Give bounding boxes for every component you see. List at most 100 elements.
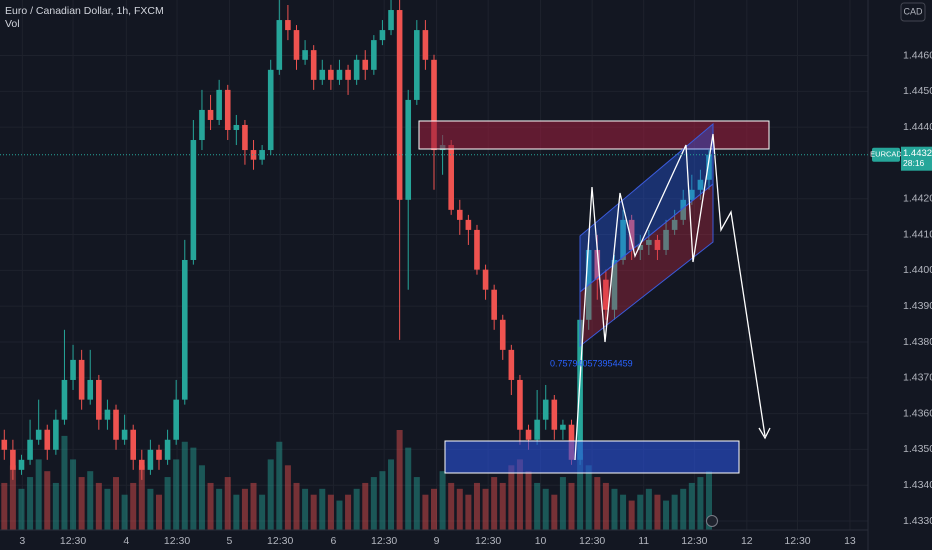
candle-body xyxy=(44,429,51,450)
chart-title: Euro / Canadian Dollar, 1h, FXCM xyxy=(5,5,164,17)
y-tick-label: 1.44400 xyxy=(903,121,932,133)
x-tick-label: 11 xyxy=(638,535,649,547)
arrow-head xyxy=(758,427,771,440)
drawings xyxy=(418,120,771,527)
volume-bar xyxy=(491,477,498,530)
zigzag-projection xyxy=(574,133,766,461)
candle-body xyxy=(560,424,566,430)
volume-bar xyxy=(482,488,489,530)
currency-label: CAD xyxy=(903,6,923,16)
volume-bar xyxy=(456,488,463,530)
y-tick-label: 1.43300 xyxy=(903,515,932,527)
candle-body xyxy=(551,399,558,430)
candle-body xyxy=(508,349,515,380)
volume-bar xyxy=(113,477,120,530)
x-tick-label: 4 xyxy=(123,535,129,547)
volume-bar xyxy=(525,471,532,530)
candle-body xyxy=(121,429,128,440)
candle-body xyxy=(242,124,248,151)
candle-body xyxy=(70,359,76,380)
volume-bar xyxy=(130,482,137,530)
volume-bar xyxy=(362,482,369,530)
volume-bar xyxy=(388,459,395,530)
candle-body xyxy=(671,219,678,230)
candle-body xyxy=(87,379,94,400)
x-tick-label: 6 xyxy=(331,535,337,547)
volume-bar xyxy=(516,459,523,530)
support-zone xyxy=(444,440,740,474)
candle-body xyxy=(388,10,394,31)
candle-body xyxy=(362,59,369,70)
volume-bar xyxy=(121,494,128,530)
candle-body xyxy=(663,229,669,250)
volume-bar xyxy=(594,477,601,530)
candle-body xyxy=(396,10,403,200)
candle-body xyxy=(534,419,540,440)
volume-bar xyxy=(9,465,16,530)
x-tick-label: 12:30 xyxy=(475,535,501,547)
volume-bar xyxy=(370,477,377,530)
candle-body xyxy=(431,59,437,151)
volume-bar xyxy=(379,471,386,530)
x-tick-label: 5 xyxy=(227,535,233,547)
candle-body xyxy=(190,140,197,260)
volume-bar xyxy=(310,494,317,530)
candle-body xyxy=(130,429,137,460)
candle-body xyxy=(414,30,420,100)
replay-icon[interactable] xyxy=(706,515,718,527)
volume-bar xyxy=(620,494,627,530)
volume-bar xyxy=(465,494,472,530)
volume-bar xyxy=(147,488,154,530)
x-tick-label: 12 xyxy=(741,535,753,547)
x-tick-label: 12:30 xyxy=(784,535,810,547)
y-tick-label: 1.43900 xyxy=(903,300,932,312)
volume-bar xyxy=(250,482,257,530)
volume-legend: Vol xyxy=(5,18,20,30)
candle-body xyxy=(181,259,188,400)
currency-button[interactable] xyxy=(900,2,926,22)
volume-bar xyxy=(706,471,713,530)
volume-bar xyxy=(302,488,309,530)
volume-bar xyxy=(645,488,652,530)
volume-bar xyxy=(551,494,558,530)
candle-body xyxy=(353,59,360,80)
candle-body xyxy=(18,459,25,470)
candle-body xyxy=(27,439,33,460)
candle-body xyxy=(147,449,154,470)
candle-body xyxy=(224,89,231,130)
candle-body xyxy=(199,109,205,141)
volume-bar xyxy=(602,482,609,530)
candle-body xyxy=(276,20,283,70)
candle-body xyxy=(96,379,102,420)
candle-body xyxy=(259,150,265,160)
channel-lower xyxy=(579,182,714,348)
volume-bar xyxy=(628,500,635,530)
volume-bar xyxy=(155,494,162,530)
candle-body xyxy=(689,189,695,200)
candle-body xyxy=(250,150,257,160)
candle-body xyxy=(611,259,618,310)
volume-bar xyxy=(534,482,541,530)
countdown: 28:16 xyxy=(903,158,925,168)
candle-body xyxy=(379,30,386,41)
candle-body xyxy=(594,249,601,280)
symbol-label: EURCAD xyxy=(870,150,902,159)
volume-bar xyxy=(542,488,549,530)
candle-body xyxy=(207,109,214,120)
volume-bar xyxy=(448,482,455,530)
x-tick-label: 10 xyxy=(535,535,547,547)
volume-bar xyxy=(138,465,145,530)
annotation: 0.757940573954459 xyxy=(550,358,633,368)
candle-body xyxy=(680,199,687,220)
candle-body xyxy=(233,124,240,130)
candle-body xyxy=(482,269,489,290)
candle-body xyxy=(637,244,644,250)
volume-bar xyxy=(35,459,42,530)
volume-bar xyxy=(508,465,515,530)
volume-bar xyxy=(181,441,188,530)
candle-body xyxy=(216,89,222,120)
x-tick-label: 12:30 xyxy=(579,535,605,547)
resistance-zone xyxy=(418,120,770,150)
volume-bar xyxy=(70,459,77,530)
volume-bar xyxy=(267,459,274,530)
